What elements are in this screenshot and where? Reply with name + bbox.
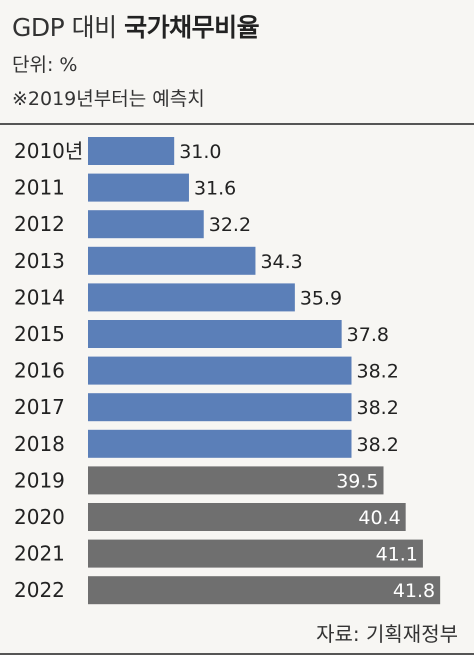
actual-bar (88, 429, 352, 458)
actual-bar (88, 246, 256, 275)
value-label: 35.9 (300, 287, 342, 309)
forecast-bar (88, 576, 441, 605)
actual-bar (88, 320, 342, 348)
value-label: 31.0 (179, 141, 221, 163)
actual-bar (88, 210, 204, 239)
category-label: 2014 (14, 285, 65, 309)
category-label: 2017 (14, 395, 65, 419)
actual-bar (88, 173, 189, 202)
category-label: 2018 (14, 432, 65, 456)
bottom-divider (0, 653, 474, 655)
category-label: 2020 (14, 505, 65, 529)
value-label: 40.4 (358, 507, 400, 529)
category-label: 2010년 (14, 139, 83, 163)
category-label: 2011 (14, 176, 65, 200)
forecast-bar (88, 539, 423, 568)
title-prefix: GDP 대비 (12, 13, 117, 42)
actual-bar (88, 283, 295, 312)
title-main: 국가채무비율 (124, 13, 260, 42)
value-label: 38.2 (356, 434, 398, 456)
source-label: 자료: 기획재정부 (316, 622, 458, 646)
category-label: 2021 (14, 542, 65, 566)
chart-title: GDP 대비 국가채무비율 (12, 8, 260, 44)
value-label: 34.3 (260, 251, 302, 273)
forecast-bar (88, 466, 384, 495)
value-label: 41.1 (376, 544, 418, 566)
value-label: 38.2 (356, 361, 398, 383)
category-label: 2019 (14, 468, 65, 492)
forecast-note: ※2019년부터는 예측치 (12, 88, 205, 110)
value-label: 39.5 (336, 470, 378, 492)
actual-bar (88, 393, 352, 422)
unit-label: 단위: % (12, 54, 78, 76)
value-label: 37.8 (347, 324, 389, 346)
forecast-bar (88, 503, 406, 531)
category-label: 2012 (14, 212, 65, 236)
category-label: 2015 (14, 322, 65, 346)
value-label: 31.6 (194, 178, 236, 200)
value-label: 32.2 (209, 214, 251, 236)
actual-bar (88, 356, 352, 385)
value-label: 41.8 (393, 580, 435, 602)
value-label: 38.2 (356, 397, 398, 419)
category-label: 2013 (14, 249, 65, 273)
top-divider (0, 123, 474, 125)
category-label: 2016 (14, 359, 65, 383)
actual-bar (88, 137, 175, 165)
category-label: 2022 (14, 578, 65, 602)
